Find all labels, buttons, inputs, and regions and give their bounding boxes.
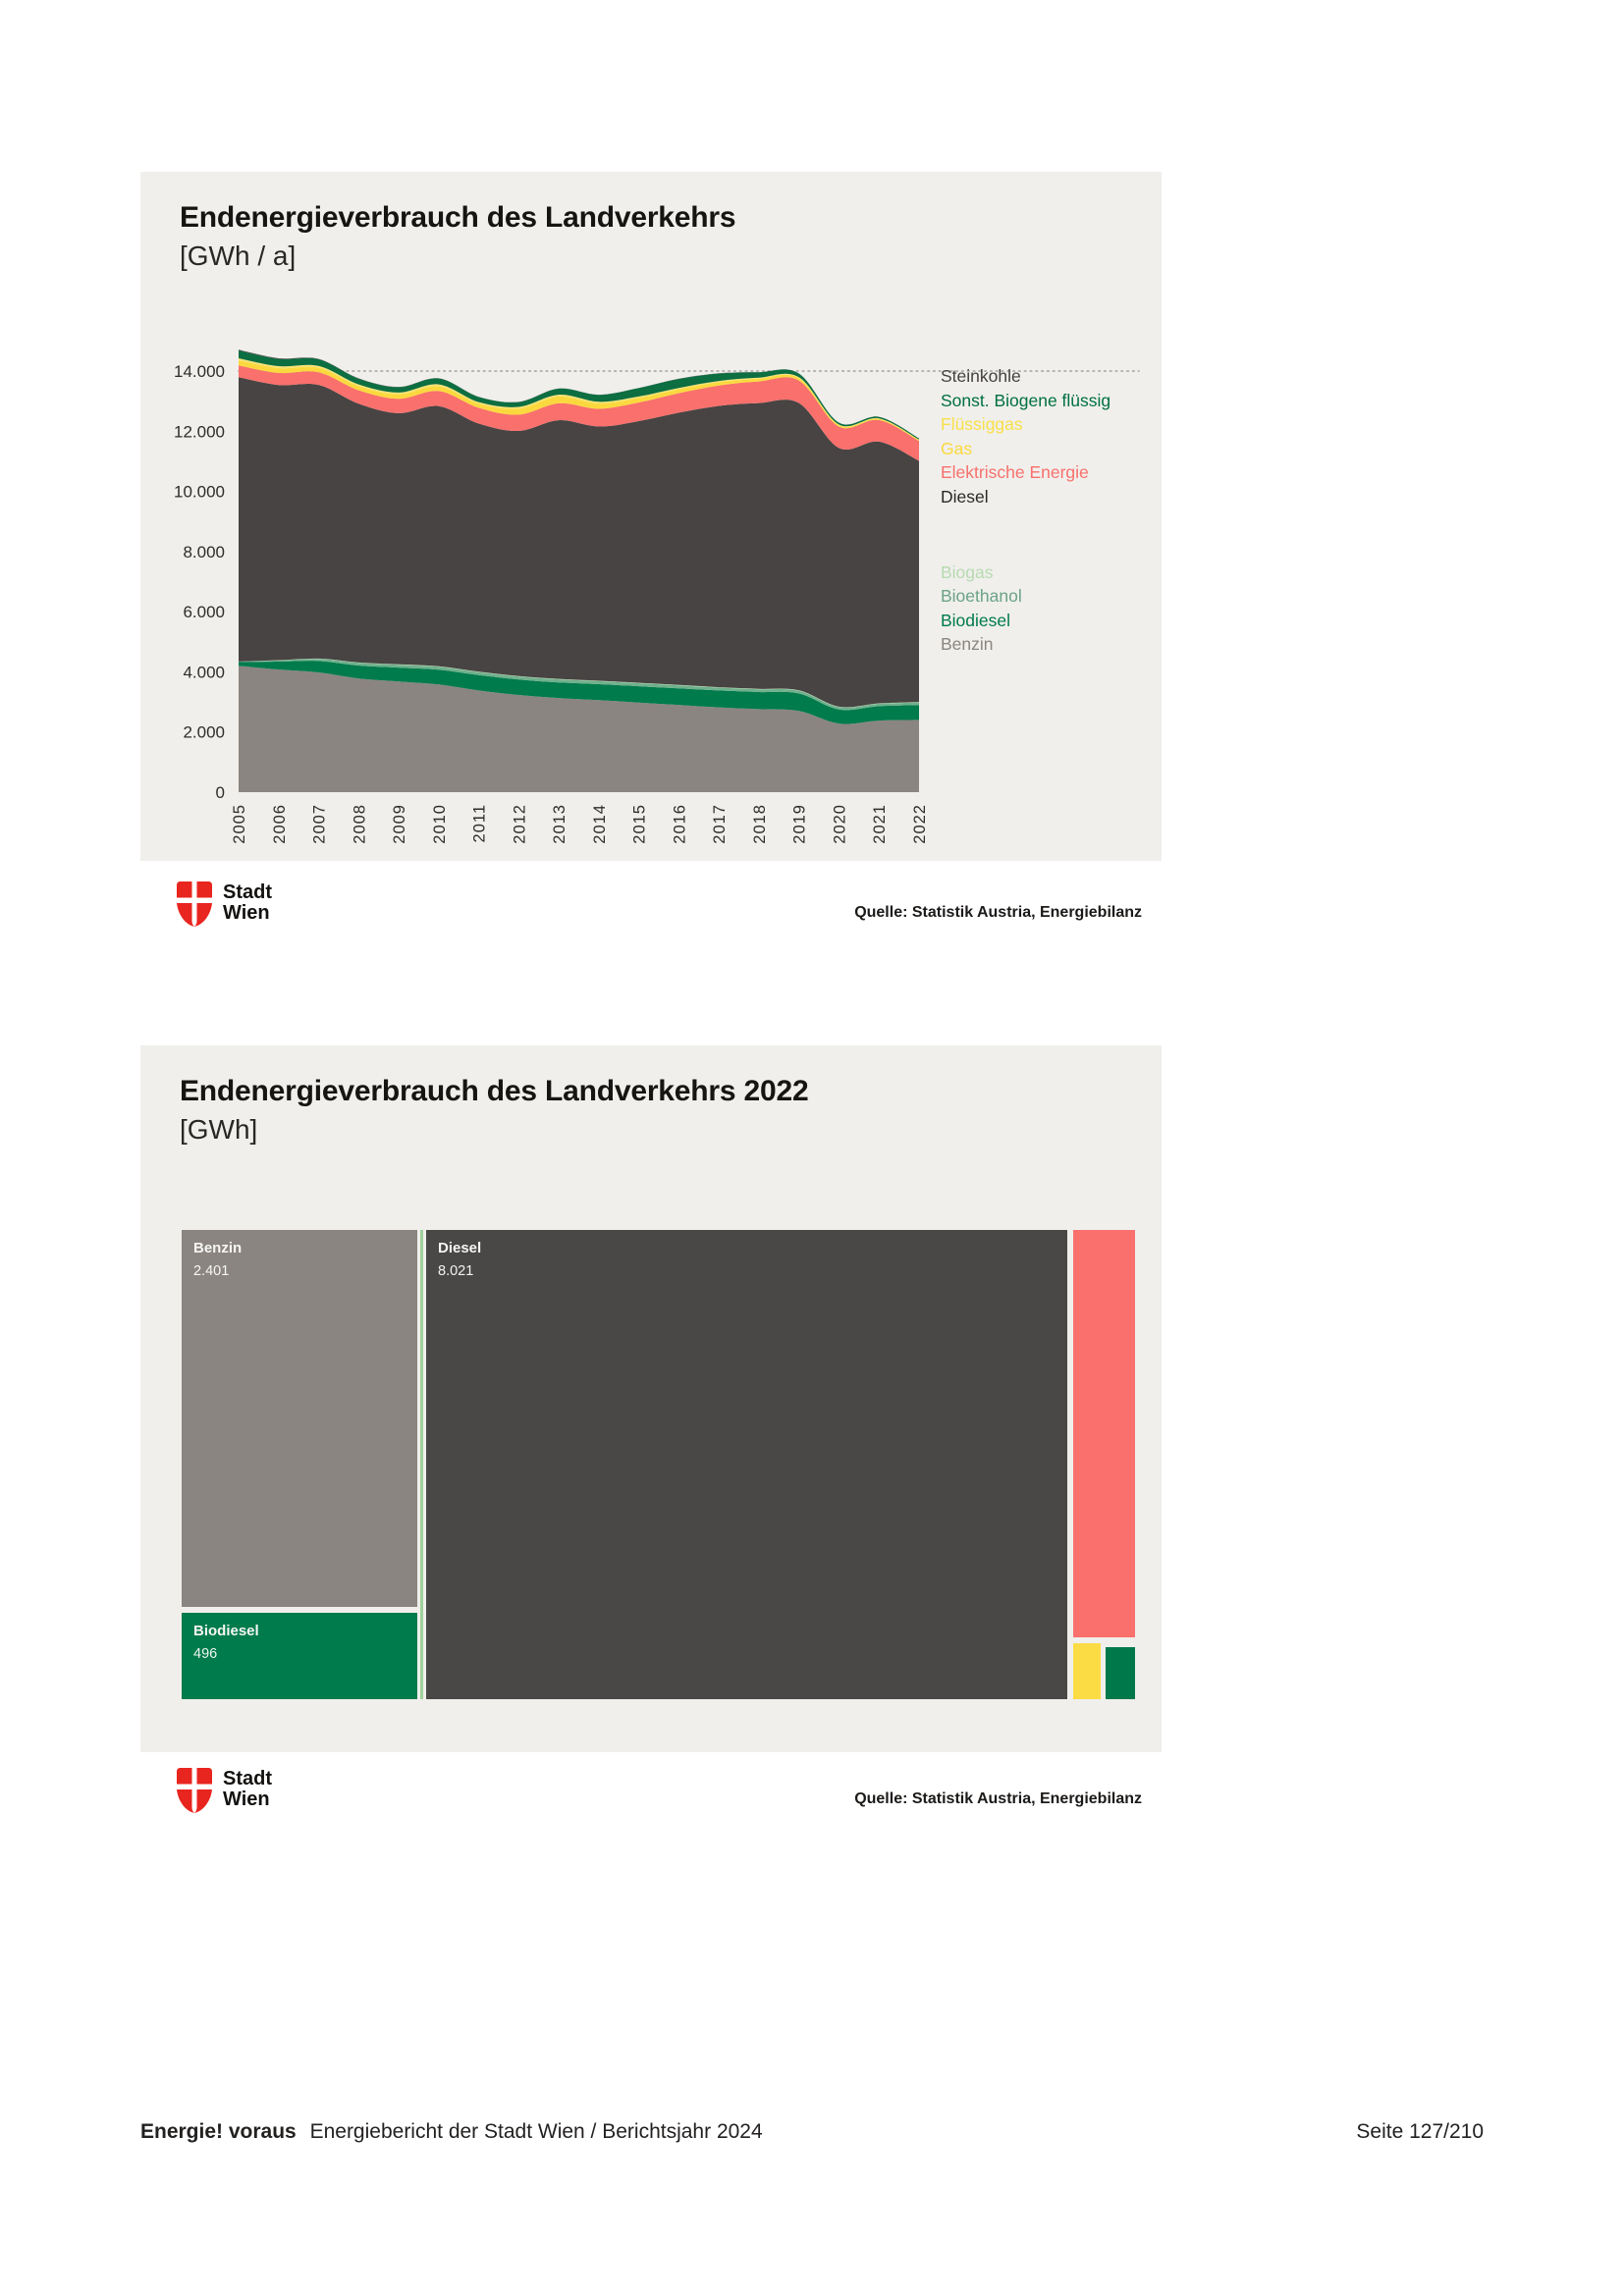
legend-item-bioethanol: Bioethanol xyxy=(941,586,1022,607)
x-axis-year-label: 2017 xyxy=(711,804,729,844)
logo-line-2: Wien xyxy=(223,1789,270,1810)
treemap-tile-sonst-biogene-fluessig xyxy=(1106,1647,1135,1699)
treemap-tile-diesel: Diesel 8.021 xyxy=(426,1230,1067,1699)
chart1-source: Quelle: Statistik Austria, Energiebilanz xyxy=(854,904,1142,921)
stacked-area-chart: 0 2.000 4.000 6.000 8.000 10.000 12.000 14.000 2… xyxy=(140,319,1162,861)
x-axis-year-label: 2022 xyxy=(911,804,929,844)
chart2-title: Endenergieverbrauch des Landverkehrs 202… xyxy=(180,1075,809,1107)
tile-value: 8.021 xyxy=(438,1262,474,1279)
legend-item-biodiesel: Biodiesel xyxy=(941,610,1011,630)
x-axis-year-label: 2015 xyxy=(631,804,649,844)
area-series-fl-ssiggas xyxy=(239,358,919,441)
stadt-wien-wordmark: Stadt Wien xyxy=(223,882,272,924)
legend-group-top: Steinkohle Sonst. Biogene flüssig Flüssigg… xyxy=(941,364,1162,509)
x-axis-year-label: 2009 xyxy=(391,804,408,844)
x-axis-year-label: 2016 xyxy=(671,804,688,844)
y-axis-tick-label: 10.000 xyxy=(174,483,225,502)
page-footer: Energie! voraus Energiebericht der Stadt… xyxy=(140,2120,1484,2144)
stadt-wien-logo: Stadt Wien xyxy=(175,881,272,928)
treemap-2022: Benzin 2.401 Biodiesel 496 Diesel 8.021 xyxy=(182,1230,1135,1699)
y-axis-tick-label: 2.000 xyxy=(183,723,225,742)
x-axis-year-label: 2019 xyxy=(791,804,809,844)
x-axis-year-label: 2012 xyxy=(511,804,528,844)
tile-value: 2.401 xyxy=(193,1262,230,1279)
x-axis-year-label: 2013 xyxy=(551,804,568,844)
footer-page-number: Seite 127/210 xyxy=(1356,2120,1484,2143)
logo-line-2: Wien xyxy=(223,902,270,924)
area-series-elektrische-energie xyxy=(239,365,919,461)
treemap-tile-benzin: Benzin 2.401 xyxy=(182,1230,417,1607)
tile-label: Diesel xyxy=(438,1240,482,1256)
treemap-tile-elektrische-energie xyxy=(1073,1230,1135,1637)
area-series-diesel xyxy=(239,377,919,708)
x-axis-year-label: 2008 xyxy=(351,804,368,844)
chart2-unit-label: [GWh] xyxy=(180,1114,258,1145)
y-axis-tick-label: 0 xyxy=(216,783,225,802)
logo-line-1: Stadt xyxy=(223,881,272,903)
area-series-benzin xyxy=(239,666,919,792)
area-series-sonst-biogene-fl-ssig xyxy=(239,350,919,440)
y-axis-tick-label: 6.000 xyxy=(183,603,225,621)
y-axis-tick-label: 14.000 xyxy=(174,362,225,381)
chart-card-verlauf: Endenergieverbrauch des Landverkehrs [GW… xyxy=(140,172,1162,861)
legend-item-steinkohle: Steinkohle xyxy=(941,366,1021,386)
y-axis-tick-label: 4.000 xyxy=(183,663,225,681)
chart-card-treemap-2022: Endenergieverbrauch des Landverkehrs 202… xyxy=(140,1045,1162,1752)
tile-value: 496 xyxy=(193,1645,218,1662)
stadt-wien-wordmark: Stadt Wien xyxy=(223,1769,272,1810)
legend-item-diesel: Diesel xyxy=(941,486,989,507)
legend-item-benzin: Benzin xyxy=(941,634,994,655)
chart1-title: Endenergieverbrauch des Landverkehrs xyxy=(180,201,736,234)
legend-item-fl-ssiggas: Flüssiggas xyxy=(941,414,1023,435)
x-axis-year-label: 2007 xyxy=(311,804,329,844)
legend-item-gas: Gas xyxy=(941,438,973,458)
chart2-source: Quelle: Statistik Austria, Energiebilanz xyxy=(854,1790,1142,1807)
treemap-tile-bioethanol xyxy=(420,1230,423,1699)
x-axis-year-label: 2020 xyxy=(832,804,849,844)
tile-label: Benzin xyxy=(193,1240,243,1256)
x-axis-year-label: 2005 xyxy=(231,804,248,844)
x-axis-year-label: 2010 xyxy=(431,804,449,844)
y-axis-tick-label: 8.000 xyxy=(183,543,225,561)
tile-label: Biodiesel xyxy=(193,1623,259,1639)
y-axis-tick-label: 12.000 xyxy=(174,422,225,441)
x-axis-year-label: 2014 xyxy=(591,804,609,844)
area-series-biodiesel xyxy=(239,661,919,724)
area-series-gas xyxy=(239,360,919,442)
legend-item-elektrische-energie: Elektrische Energie xyxy=(941,462,1089,483)
wien-shield-icon xyxy=(177,1768,212,1813)
footer-report-title: Energiebericht der Stadt Wien / Berichts… xyxy=(309,2120,763,2143)
chart2-caption-row: Stadt Wien Quelle: Statistik Austria, En… xyxy=(140,1765,1162,1834)
stadt-wien-logo: Stadt Wien xyxy=(175,1767,272,1814)
x-axis-year-label: 2006 xyxy=(271,804,289,844)
treemap-tile-gas xyxy=(1073,1643,1101,1699)
legend-group-bottom: Biogas Bioethanol Biodiesel Benzin xyxy=(941,561,1162,657)
x-axis-year-label: 2021 xyxy=(871,804,889,844)
x-axis-year-label: 2018 xyxy=(751,804,769,844)
x-axis-year-label: 2011 xyxy=(471,804,489,842)
legend-item-sonst-biogene-fl-ssig: Sonst. Biogene flüssig xyxy=(941,390,1111,410)
chart1-unit-label: [GWh / a] xyxy=(180,240,297,271)
wien-shield-icon xyxy=(177,881,212,927)
area-chart-svg: 0 2.000 4.000 6.000 8.000 10.000 12.000 14.000 2… xyxy=(174,349,1140,844)
treemap-tile-biodiesel: Biodiesel 496 xyxy=(182,1613,417,1699)
footer-brand: Energie! voraus xyxy=(140,2120,297,2143)
logo-line-1: Stadt xyxy=(223,1768,272,1789)
chart1-caption-row: Stadt Wien Quelle: Statistik Austria, En… xyxy=(140,879,1162,947)
legend-item-biogas: Biogas xyxy=(941,561,994,582)
chart1-legend: Steinkohle Sonst. Biogene flüssig Flüssigg… xyxy=(941,364,1162,657)
